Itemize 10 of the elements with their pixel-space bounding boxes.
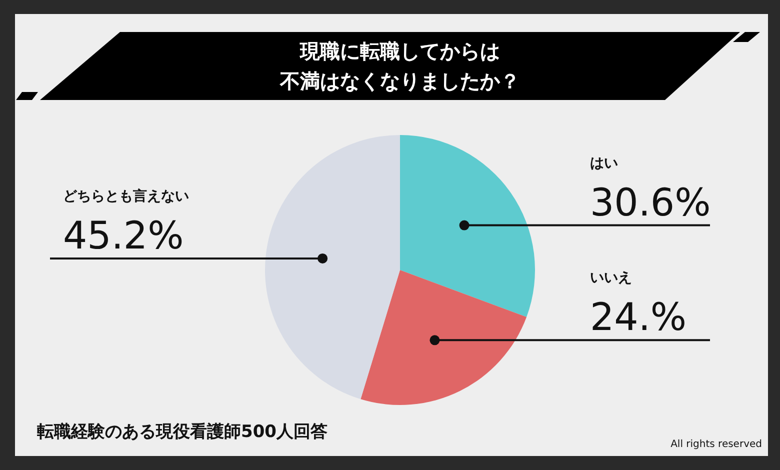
- data-label: 45.2%: [63, 213, 184, 258]
- data-label: 24.%: [590, 295, 687, 340]
- text: 転職経験のある現役看護師500人回答: [36, 422, 328, 442]
- slice-label: いいえ: [590, 270, 632, 286]
- chart-subtitle: 不満はなくなりましたか？: [279, 69, 520, 93]
- slice-label: はい: [590, 155, 618, 172]
- slice-label: どちらとも言えない: [63, 187, 189, 204]
- data-label: 30.6%: [590, 180, 711, 224]
- chart-title: 現職に転職してからは: [299, 39, 500, 63]
- text: All rights reserved: [670, 439, 762, 450]
